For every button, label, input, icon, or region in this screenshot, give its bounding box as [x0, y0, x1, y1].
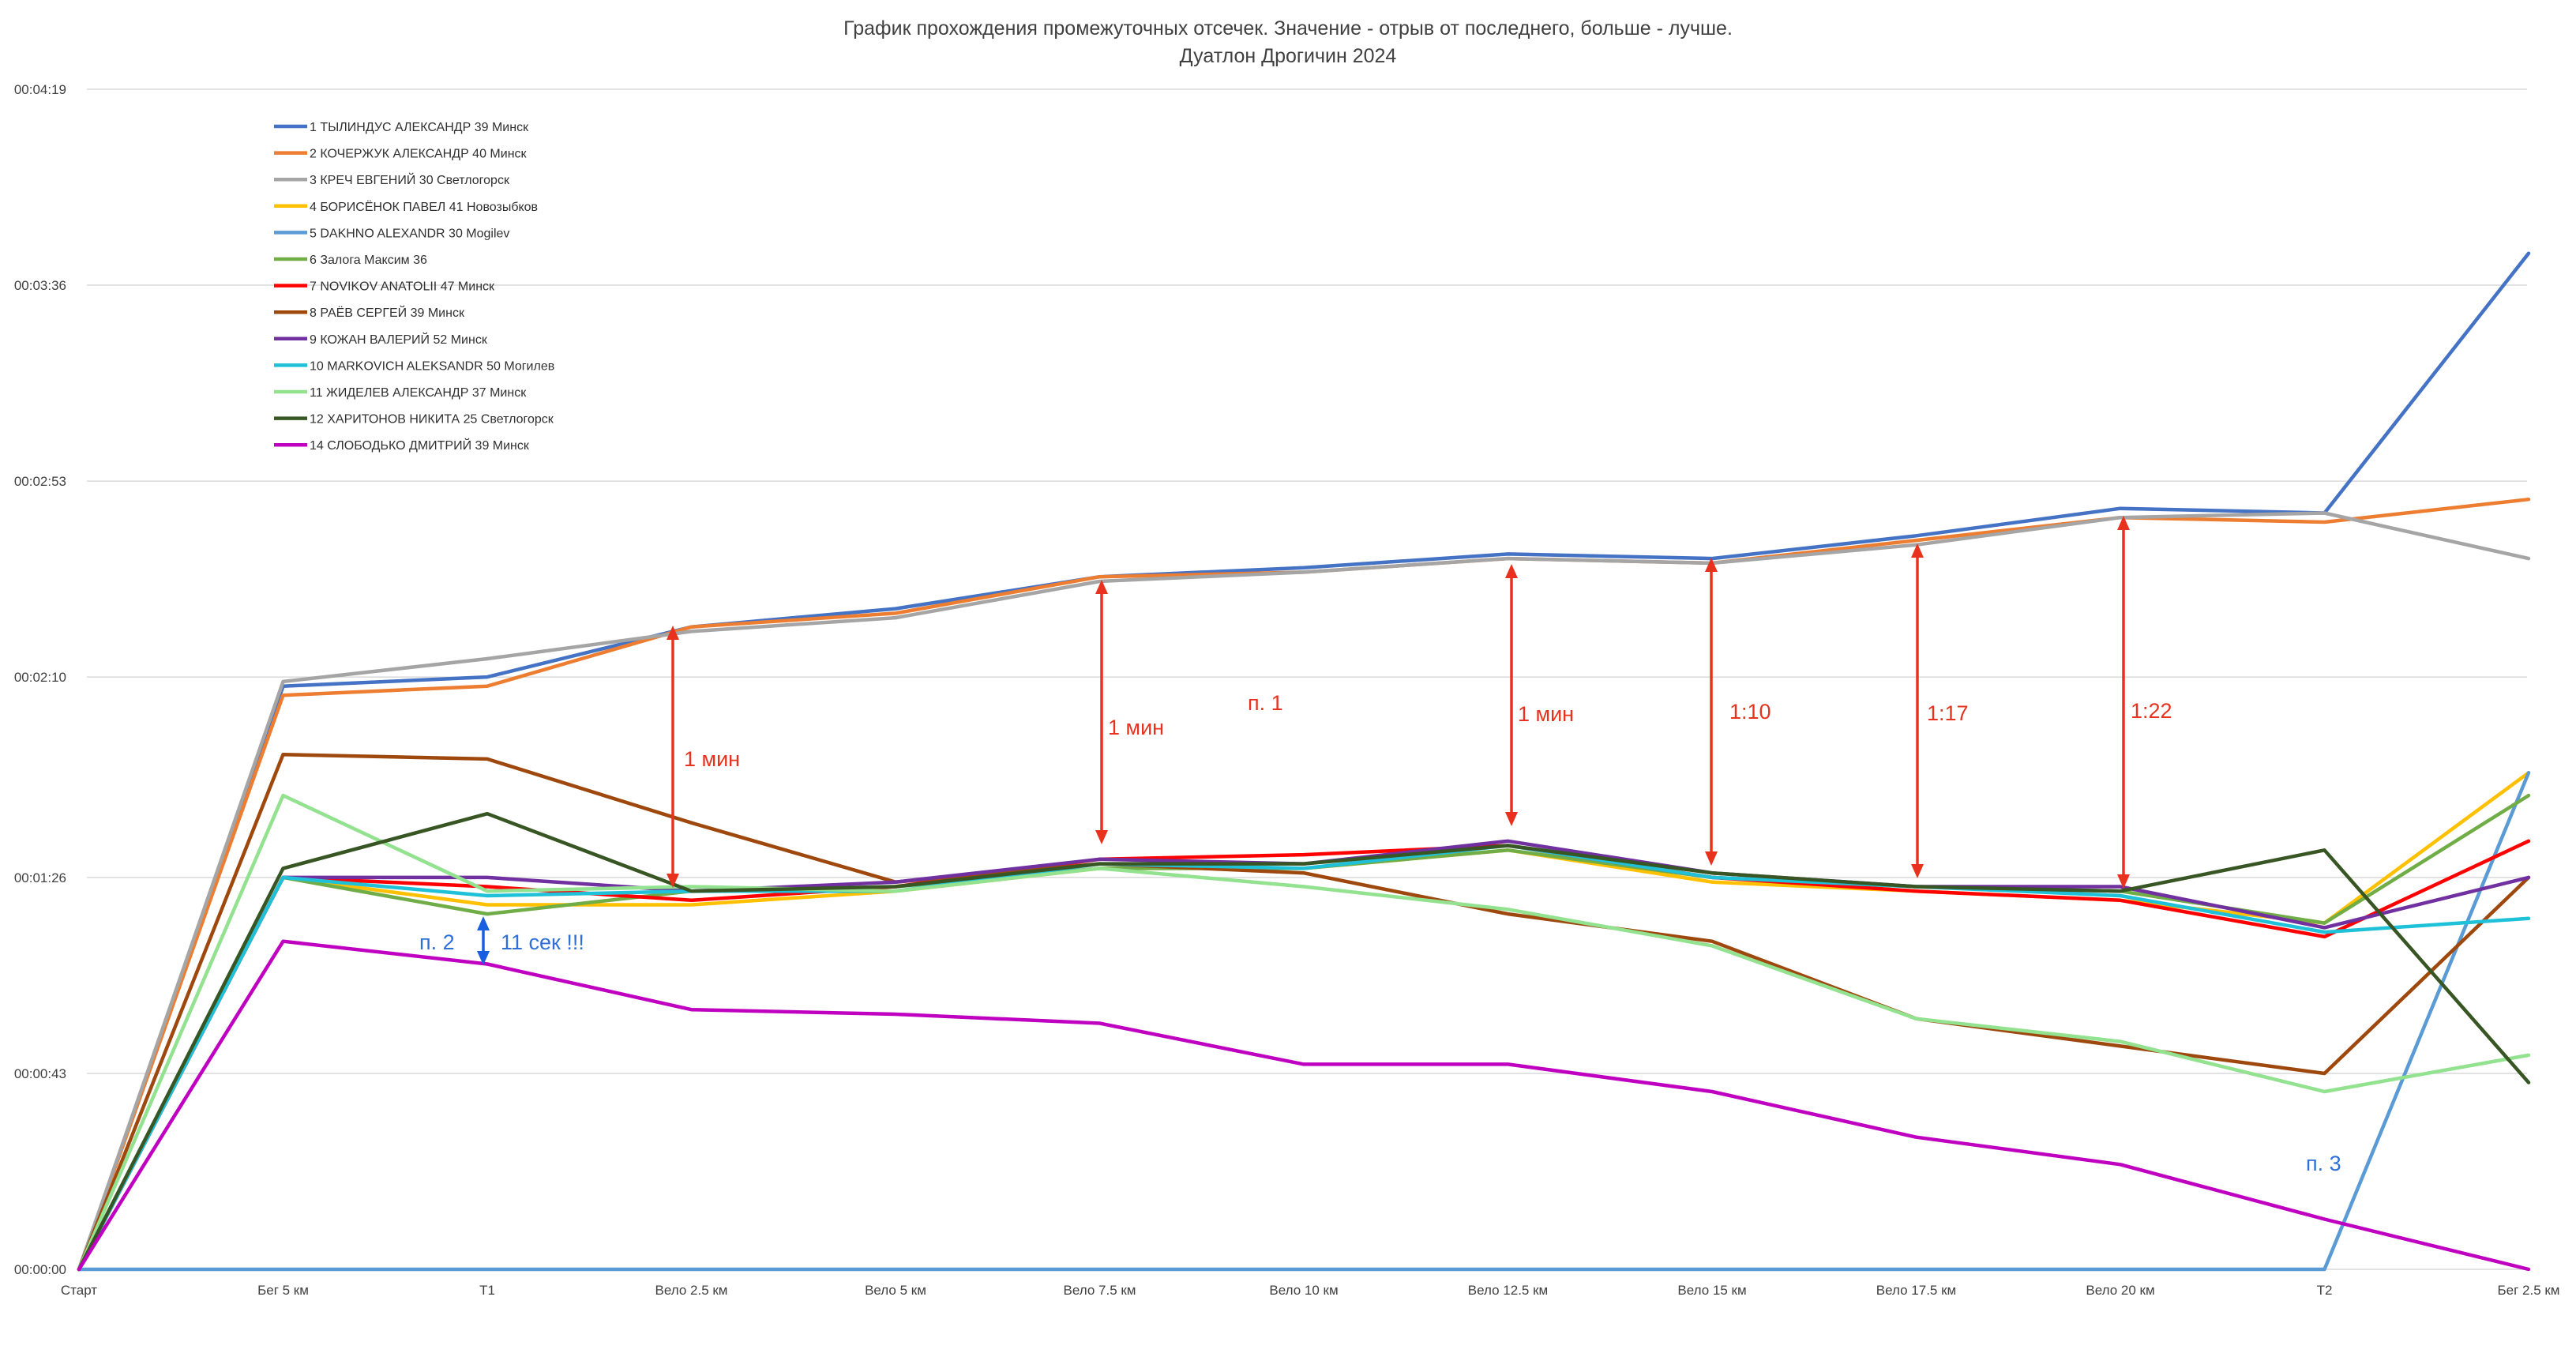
y-tick-label: 00:02:10: [14, 670, 66, 685]
legend-item: 8 РАЁВ СЕРГЕЙ 39 Минск: [310, 305, 465, 320]
x-tick-label: Старт: [61, 1283, 97, 1298]
annotations: 1 мин 1 мин 1 мин 1:10 1:17 1:22 п. 1 п. 2 11 се…: [419, 691, 2341, 1175]
legend-item: 14 СЛОБОДЬКО ДМИТРИЙ 39 Минск: [310, 438, 530, 453]
y-axis-tick-labels: 00:00:00 00:00:43 00:01:26 00:02:10 00:02:53…: [14, 82, 66, 1277]
gap-arrow: [1095, 580, 1108, 844]
gap-arrow: [2117, 516, 2130, 889]
x-tick-label: Вело 15 км: [1677, 1283, 1746, 1298]
gap-arrow: [1505, 564, 1518, 826]
x-tick-label: Вело 17.5 км: [1876, 1283, 1956, 1298]
gap-arrow: [667, 626, 679, 888]
x-tick-label: Вело 5 км: [865, 1283, 926, 1298]
gap-arrow: [1705, 558, 1718, 866]
x-tick-label: Т1: [479, 1283, 495, 1298]
gap-arrows: [477, 516, 2130, 965]
legend-item: 6 Залога Максим 36: [310, 254, 427, 267]
annotation-label: 1 мин: [1518, 702, 1574, 726]
y-tick-label: 00:00:00: [14, 1262, 66, 1277]
gap-arrow: [477, 916, 490, 965]
y-tick-label: 00:04:19: [14, 82, 66, 97]
annotation-label: 1:10: [1729, 700, 1771, 724]
x-axis-tick-labels: Старт Бег 5 км Т1 Вело 2.5 км Вело 5 км Вело …: [61, 1283, 2560, 1298]
legend-item: 9 КОЖАН ВАЛЕРИЙ 52 Минск: [310, 332, 488, 347]
legend-item: 4 БОРИСЁНОК ПАВЕЛ 41 Новозыбков: [310, 200, 538, 214]
x-tick-label: Вело 12.5 км: [1468, 1283, 1548, 1298]
x-tick-label: Вело 20 км: [2086, 1283, 2154, 1298]
x-tick-label: Бег 2.5 км: [2497, 1283, 2559, 1298]
legend-item: 11 ЖИДЕЛЕВ АЛЕКСАНДР 37 Минск: [310, 386, 527, 400]
y-tick-label: 00:00:43: [14, 1066, 66, 1081]
annotation-label: п. 2: [419, 930, 455, 954]
legend-item: 12 ХАРИТОНОВ НИКИТА 25 Светлогорск: [310, 413, 554, 427]
gap-arrow: [1911, 543, 1924, 878]
legend-item: 7 NOVIKOV ANATOLII 47 Минск: [310, 280, 495, 294]
x-tick-label: Т2: [2317, 1283, 2333, 1298]
y-tick-label: 00:01:26: [14, 870, 66, 885]
annotation-label: 1 мин: [1108, 716, 1164, 739]
annotation-label: 1:22: [2131, 699, 2172, 723]
x-tick-label: Вело 10 км: [1269, 1283, 1338, 1298]
x-tick-label: Вело 2.5 км: [655, 1283, 728, 1298]
legend-item: 1 ТЫЛИНДУС АЛЕКСАНДР 39 Минск: [310, 121, 529, 134]
annotation-label: п. 1: [1248, 691, 1283, 715]
x-tick-label: Бег 5 км: [257, 1283, 309, 1298]
legend: 1 ТЫЛИНДУС АЛЕКСАНДР 39 Минск 2 КОЧЕРЖУК …: [274, 121, 554, 453]
annotation-label: 11 сек !!!: [501, 930, 584, 954]
chart-title: График прохождения промежуточных отсечек…: [843, 17, 1733, 39]
legend-item: 5 DAKHNO ALEXANDR 30 Mogilev: [310, 227, 509, 240]
y-tick-label: 00:02:53: [14, 474, 66, 489]
series-lines: [77, 251, 2531, 1272]
annotation-label: 1 мин: [684, 747, 740, 771]
chart-subtitle: Дуатлон Дрогичин 2024: [1180, 45, 1397, 67]
x-tick-label: Вело 7.5 км: [1064, 1283, 1136, 1298]
annotation-label: 1:17: [1927, 701, 1969, 725]
annotation-label: п. 3: [2306, 1152, 2341, 1175]
legend-item: 3 КРЕЧ ЕВГЕНИЙ 30 Светлогорск: [310, 172, 510, 187]
legend-item: 10 MARKOVICH ALEKSANDR 50 Могилев: [310, 359, 554, 373]
legend-item: 2 КОЧЕРЖУК АЛЕКСАНДР 40 Минск: [310, 148, 528, 161]
y-tick-label: 00:03:36: [14, 278, 66, 293]
